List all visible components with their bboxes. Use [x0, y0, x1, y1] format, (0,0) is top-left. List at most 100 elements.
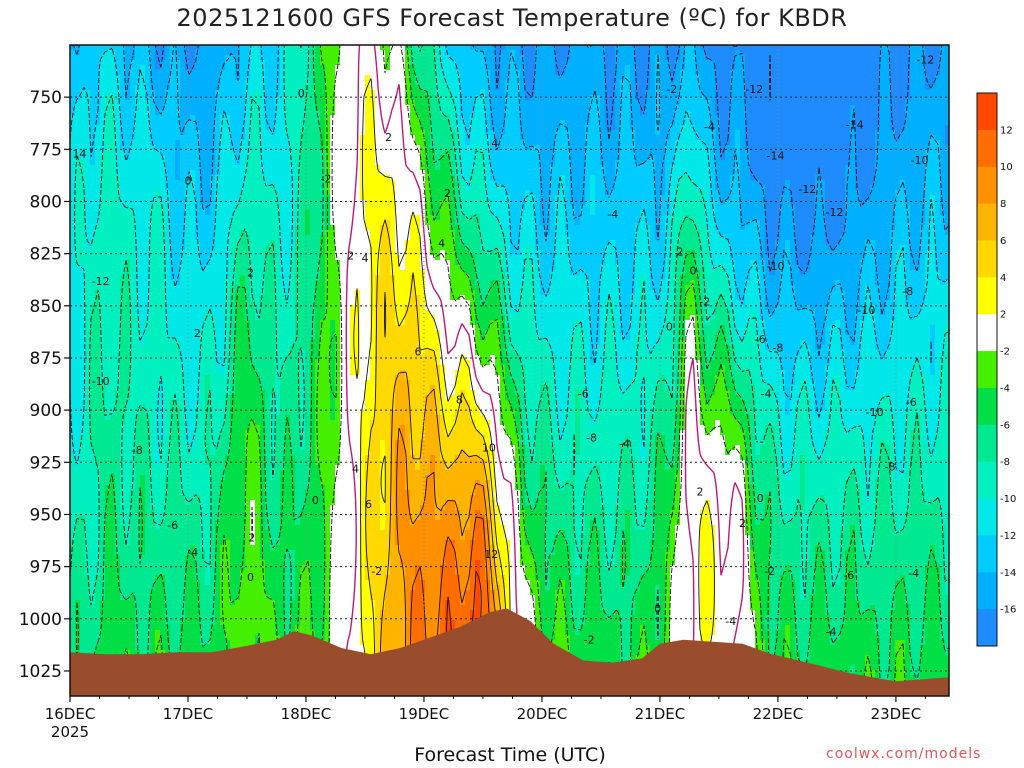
contour-label: 4 — [352, 463, 359, 476]
x-tick-label: 22DEC — [753, 705, 804, 723]
x-axis-title: Forecast Time (UTC) — [380, 744, 640, 766]
colorbar-swatch — [977, 130, 997, 167]
contour-label: -12 — [826, 206, 844, 219]
x-tick-label: 21DEC — [635, 705, 686, 723]
contour-label: -8 — [132, 444, 143, 457]
contour-label: -8 — [902, 285, 913, 298]
contour-label: 2 — [676, 246, 683, 259]
contour-label: -4 — [704, 120, 715, 133]
colorbar-swatch — [977, 167, 997, 204]
colorbar-swatch — [977, 388, 997, 425]
x-tick-label: 18DEC — [281, 705, 332, 723]
contour-label: -6 — [167, 519, 178, 532]
contour-label: -4 — [607, 208, 618, 221]
colorbar-swatch — [977, 314, 997, 351]
contour-label: -8 — [772, 342, 783, 355]
contour-label: 0 — [757, 492, 764, 505]
colorbar-swatch — [977, 277, 997, 314]
colorbar-label: 6 — [1000, 236, 1006, 247]
y-tick-label: 800 — [30, 192, 62, 212]
y-tick-label: 1000 — [19, 610, 62, 630]
colorbar-swatch — [977, 93, 997, 130]
contour-label: -2 — [764, 565, 775, 578]
contour-label: -6 — [843, 569, 854, 582]
colorbar-label: -6 — [1000, 420, 1010, 431]
contour-label: 2 — [248, 531, 255, 544]
contour-label: 4 — [361, 252, 368, 265]
contour-label: -12 — [92, 275, 110, 288]
contour-label: 12 — [484, 548, 498, 561]
contour-label: 2 — [194, 327, 201, 340]
colorbar-swatch — [977, 572, 997, 609]
colorbar-label: -4 — [1000, 383, 1010, 394]
contour-label: -10 — [92, 375, 110, 388]
contour-label: 4 — [491, 137, 498, 150]
contour-label: 2 — [444, 187, 451, 200]
y-tick-label: 900 — [30, 401, 62, 421]
x-tick-label: 19DEC — [399, 705, 450, 723]
y-tick-label: 750 — [30, 88, 62, 108]
contour-label: -8 — [728, 37, 739, 50]
contour-label: 0 — [689, 264, 696, 277]
contour-label: 0 — [666, 321, 673, 334]
watermark: coolwx.com/models — [826, 746, 981, 762]
contour-label: 2 — [697, 486, 704, 499]
colorbar-label: 10 — [1000, 162, 1013, 173]
contour-label: -2 — [699, 296, 710, 309]
colorbar-label: 2 — [1000, 310, 1006, 321]
contour-label: -12 — [798, 183, 816, 196]
colorbar-swatch — [977, 609, 997, 646]
contour-label: 0 — [298, 87, 305, 100]
contour-label: 8 — [456, 394, 463, 407]
contour-label: -10 — [866, 406, 884, 419]
colorbar-swatch — [977, 462, 997, 499]
colorbar-label: -10 — [1000, 494, 1016, 505]
y-tick-label: 975 — [30, 558, 62, 578]
contour-label: -4 — [908, 567, 919, 580]
contour-label: 0 — [247, 571, 254, 584]
contour-label: -4 — [187, 546, 198, 559]
contour-label: 0 — [184, 175, 191, 188]
colorbar-swatch — [977, 351, 997, 388]
contour-label: -8 — [885, 460, 896, 473]
contour-label: -14 — [846, 118, 864, 131]
contour-label: -12 — [745, 83, 763, 96]
y-tick-label: 875 — [30, 349, 62, 369]
colorbar-label: -14 — [1000, 568, 1016, 579]
contour-label: -10 — [911, 154, 929, 167]
colorbar-label: 12 — [1000, 125, 1013, 136]
contour-label: -6 — [578, 387, 589, 400]
colorbar-label: -2 — [1000, 347, 1010, 358]
x-tick-label: 17DEC — [163, 705, 214, 723]
contour-label: 10 — [482, 442, 496, 455]
colorbar-label: 8 — [1000, 199, 1006, 210]
colorbar-swatch — [977, 240, 997, 277]
contour-label: -2 — [371, 565, 382, 578]
x-axis: 16DEC 17DEC 18DEC 19DEC 20DEC 21DEC 22DEC 23DEC… — [45, 696, 926, 741]
x-tick-label: 16DEC — [45, 705, 96, 723]
colorbar-label: -8 — [1000, 457, 1010, 468]
contour-label: 4 — [438, 237, 445, 250]
contour-label: -8 — [586, 431, 597, 444]
contour-label: -4 — [725, 615, 736, 628]
colorbar-swatch — [977, 535, 997, 572]
contour-label: 14 — [72, 148, 86, 161]
contour-label: 2 — [385, 131, 392, 144]
colorbar-swatch — [977, 425, 997, 462]
contour-label: -10 — [857, 304, 875, 317]
y-tick-label: 1025 — [19, 662, 62, 682]
contour-label: -6 — [755, 333, 766, 346]
colorbar-swatch — [977, 499, 997, 536]
colorbar-swatch — [977, 204, 997, 241]
contour-label: -2 — [584, 634, 595, 647]
contour-label: 0 — [312, 494, 319, 507]
contour-label: -4 — [826, 625, 837, 638]
y-tick-label: 950 — [30, 505, 62, 525]
contour-label: -4 — [619, 438, 630, 451]
x-tick-label: 20DEC — [517, 705, 568, 723]
contour-label: -10 — [767, 260, 785, 273]
colorbar-label: -16 — [1000, 605, 1016, 616]
